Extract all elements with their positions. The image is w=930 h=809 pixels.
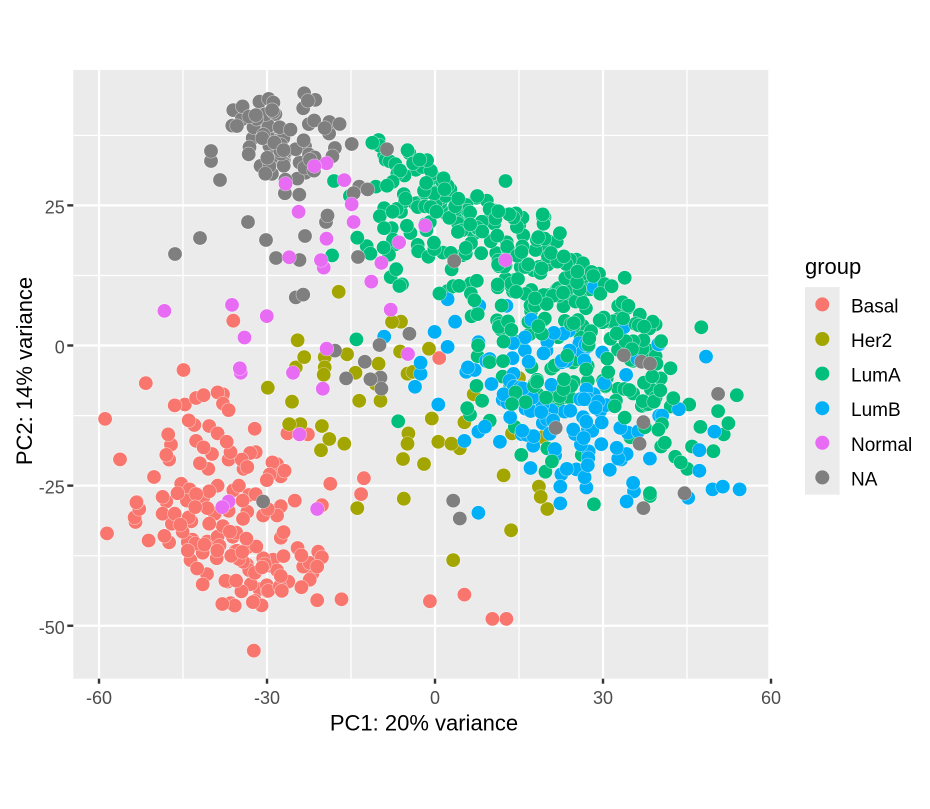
svg-text:Basal: Basal [851, 296, 899, 317]
svg-text:-25: -25 [39, 478, 65, 498]
svg-text:0: 0 [55, 338, 65, 358]
svg-text:PC2: 14% variance: PC2: 14% variance [12, 277, 37, 465]
svg-text:Normal: Normal [851, 435, 912, 456]
svg-text:-60: -60 [86, 688, 112, 708]
svg-text:group: group [805, 254, 861, 279]
svg-text:NA: NA [851, 469, 878, 490]
svg-text:-30: -30 [254, 688, 280, 708]
svg-text:30: 30 [593, 688, 613, 708]
svg-text:Her2: Her2 [851, 331, 892, 352]
svg-text:LumB: LumB [851, 400, 901, 421]
svg-text:0: 0 [430, 688, 440, 708]
svg-text:25: 25 [45, 197, 65, 217]
svg-text:PC1: 20% variance: PC1: 20% variance [330, 711, 518, 736]
svg-text:60: 60 [761, 688, 781, 708]
svg-text:LumA: LumA [851, 366, 901, 387]
svg-text:-50: -50 [39, 618, 65, 638]
